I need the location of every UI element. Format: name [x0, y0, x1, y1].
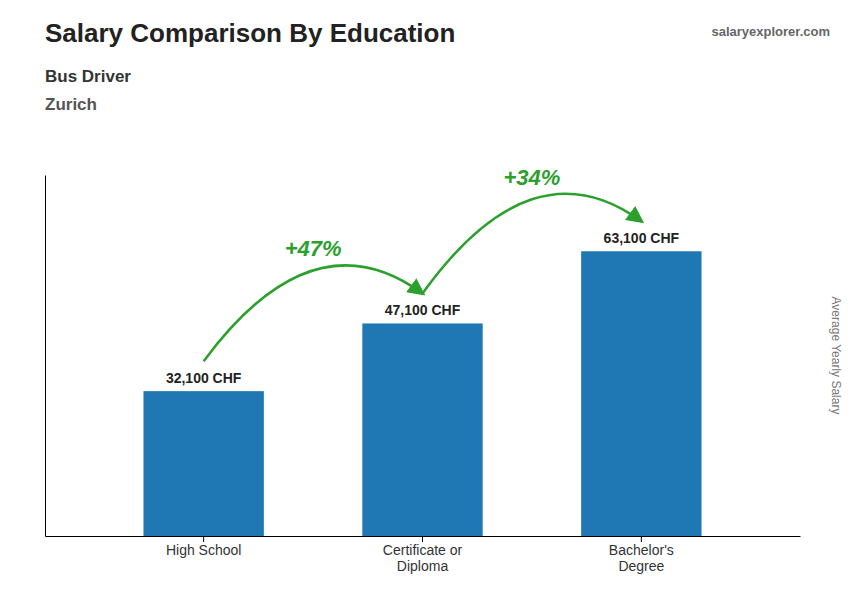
source: salaryexplorer.com [711, 24, 830, 39]
data-label: 63,100 CHF [604, 230, 680, 246]
x-tick-label-line: Degree [618, 558, 664, 574]
subtitle: Bus Driver [45, 67, 131, 86]
data-labels: 32,100 CHF 47,100 CHF 63,100 CHF [166, 230, 680, 386]
x-tick: Bachelor'sDegree [609, 536, 674, 574]
chart-container: Salary Comparison By Education Bus Driver… [0, 0, 850, 606]
x-tick: High School [166, 536, 242, 558]
annotation: +47% [285, 236, 342, 261]
x-tick-label: Bachelor'sDegree [609, 542, 674, 574]
arc-arrow [423, 194, 642, 294]
x-tick-label-line: High School [166, 542, 242, 558]
x-tick-label: High School [166, 542, 242, 558]
arc-arrow [204, 265, 423, 361]
annotation: +34% [503, 165, 560, 190]
y-axis-line [45, 176, 46, 537]
x-tick-label-line: Certificate or [383, 542, 463, 558]
x-tick-label: Certificate orDiploma [383, 542, 463, 574]
x-axis: High School Certificate orDiploma Bachelor… [46, 536, 801, 574]
bar [362, 323, 482, 536]
data-label: 32,100 CHF [166, 370, 242, 386]
chart-svg: Salary Comparison By Education Bus Driver… [0, 0, 850, 606]
x-tick: Certificate orDiploma [383, 536, 463, 574]
y-axis [45, 176, 46, 537]
x-tick-label-line: Diploma [397, 558, 449, 574]
bar [143, 391, 263, 536]
subtitle: Zurich [45, 95, 97, 114]
title: Salary Comparison By Education [45, 18, 455, 48]
data-label: 47,100 CHF [385, 302, 461, 318]
y-axis-title: Average Yearly Salary [829, 297, 843, 415]
bars [143, 251, 701, 536]
bar [581, 251, 701, 536]
annotations: +47% +34% [204, 165, 642, 361]
x-tick-label-line: Bachelor's [609, 542, 674, 558]
